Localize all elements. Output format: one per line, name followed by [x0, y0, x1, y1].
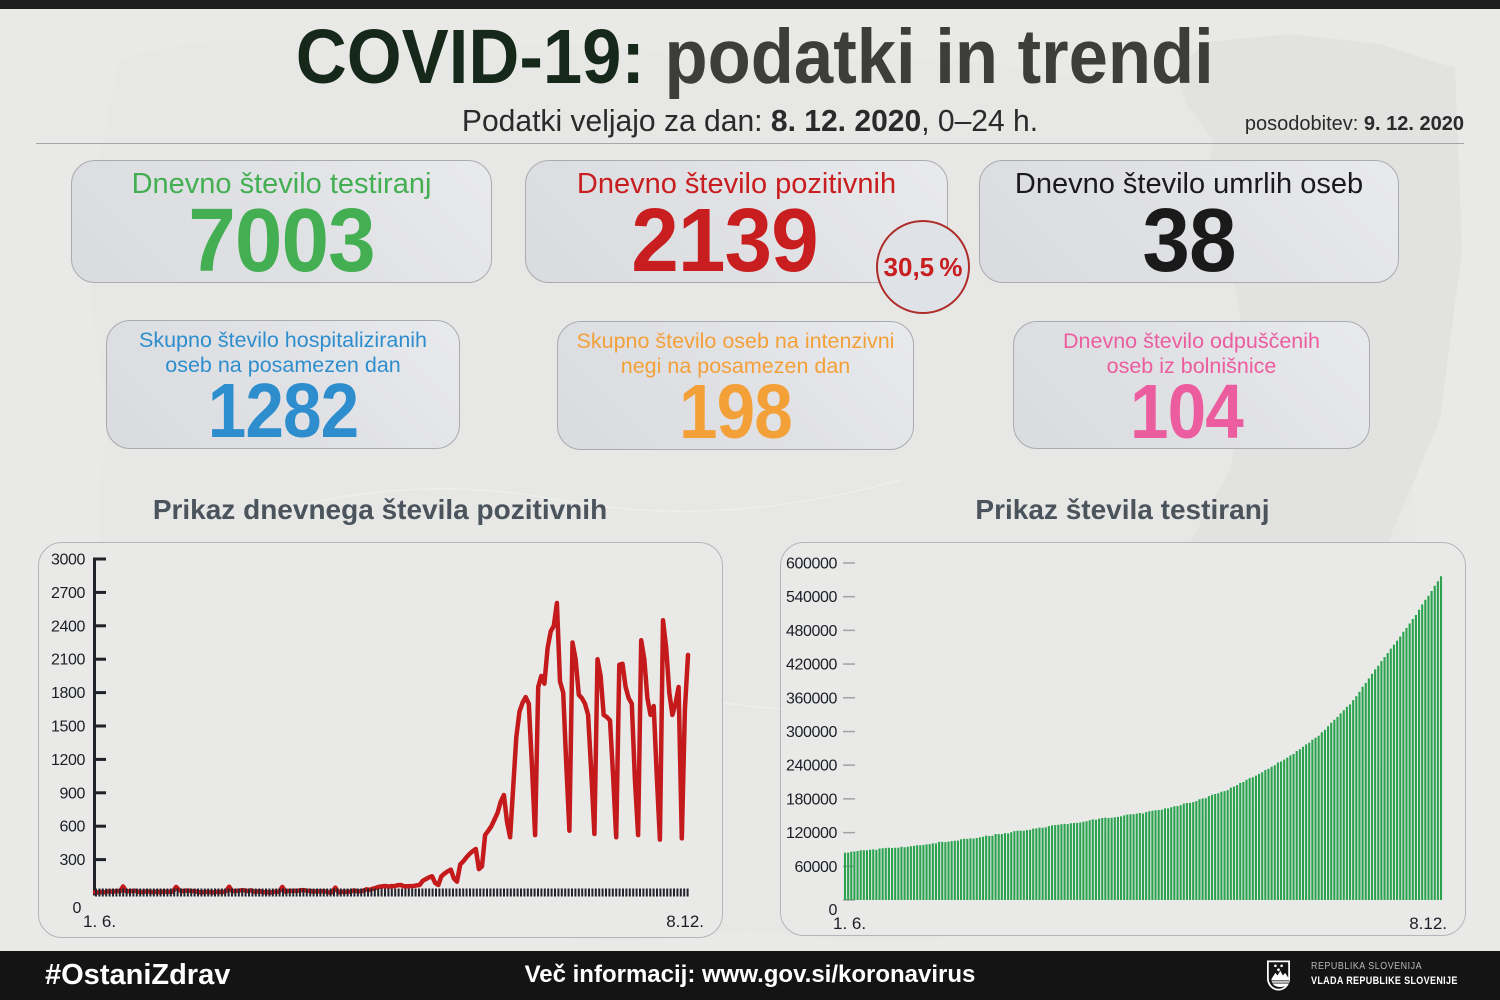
svg-text:0: 0	[829, 902, 838, 919]
svg-text:240000: 240000	[786, 758, 837, 775]
svg-text:900: 900	[60, 785, 86, 802]
svg-text:2700: 2700	[51, 585, 85, 602]
svg-text:1. 6.: 1. 6.	[83, 912, 116, 931]
svg-text:120000: 120000	[786, 825, 837, 842]
svg-text:420000: 420000	[786, 657, 837, 674]
svg-text:300000: 300000	[786, 724, 837, 741]
svg-text:8.12.: 8.12.	[1409, 914, 1447, 933]
svg-text:60000: 60000	[795, 859, 838, 876]
svg-text:360000: 360000	[786, 690, 837, 707]
svg-text:180000: 180000	[786, 791, 837, 808]
svg-text:2100: 2100	[51, 652, 85, 669]
svg-text:480000: 480000	[786, 623, 837, 640]
svg-text:600: 600	[60, 819, 86, 836]
svg-text:1200: 1200	[51, 752, 85, 769]
svg-text:2400: 2400	[51, 618, 85, 635]
svg-text:1800: 1800	[51, 685, 85, 702]
svg-text:300: 300	[60, 852, 86, 869]
svg-text:600000: 600000	[786, 556, 837, 573]
svg-text:8.12.: 8.12.	[666, 912, 704, 931]
svg-text:540000: 540000	[786, 589, 837, 606]
svg-text:1. 6.: 1. 6.	[833, 914, 866, 933]
svg-text:3000: 3000	[51, 552, 85, 569]
svg-text:0: 0	[73, 900, 82, 917]
svg-text:1500: 1500	[51, 719, 85, 736]
